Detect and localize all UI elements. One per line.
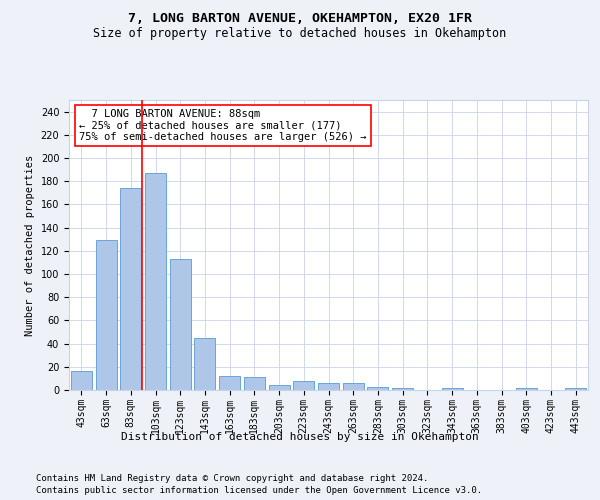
Text: 7, LONG BARTON AVENUE, OKEHAMPTON, EX20 1FR: 7, LONG BARTON AVENUE, OKEHAMPTON, EX20 …	[128, 12, 472, 26]
Text: Size of property relative to detached houses in Okehampton: Size of property relative to detached ho…	[94, 28, 506, 40]
Bar	[170, 259, 191, 390]
Bar	[145, 173, 166, 390]
Text: Contains public sector information licensed under the Open Government Licence v3: Contains public sector information licen…	[36, 486, 482, 495]
Bar	[343, 383, 364, 390]
Text: 7 LONG BARTON AVENUE: 88sqm
← 25% of detached houses are smaller (177)
75% of se: 7 LONG BARTON AVENUE: 88sqm ← 25% of det…	[79, 108, 367, 142]
Bar	[367, 386, 388, 390]
Bar	[516, 388, 537, 390]
Bar	[565, 388, 586, 390]
Bar	[120, 188, 141, 390]
Bar	[71, 372, 92, 390]
Bar	[244, 377, 265, 390]
Bar	[318, 383, 339, 390]
Bar	[269, 386, 290, 390]
Bar	[442, 388, 463, 390]
Y-axis label: Number of detached properties: Number of detached properties	[25, 154, 35, 336]
Bar	[219, 376, 240, 390]
Bar	[293, 380, 314, 390]
Text: Contains HM Land Registry data © Crown copyright and database right 2024.: Contains HM Land Registry data © Crown c…	[36, 474, 428, 483]
Bar	[392, 388, 413, 390]
Bar	[95, 240, 116, 390]
Bar	[194, 338, 215, 390]
Text: Distribution of detached houses by size in Okehampton: Distribution of detached houses by size …	[121, 432, 479, 442]
